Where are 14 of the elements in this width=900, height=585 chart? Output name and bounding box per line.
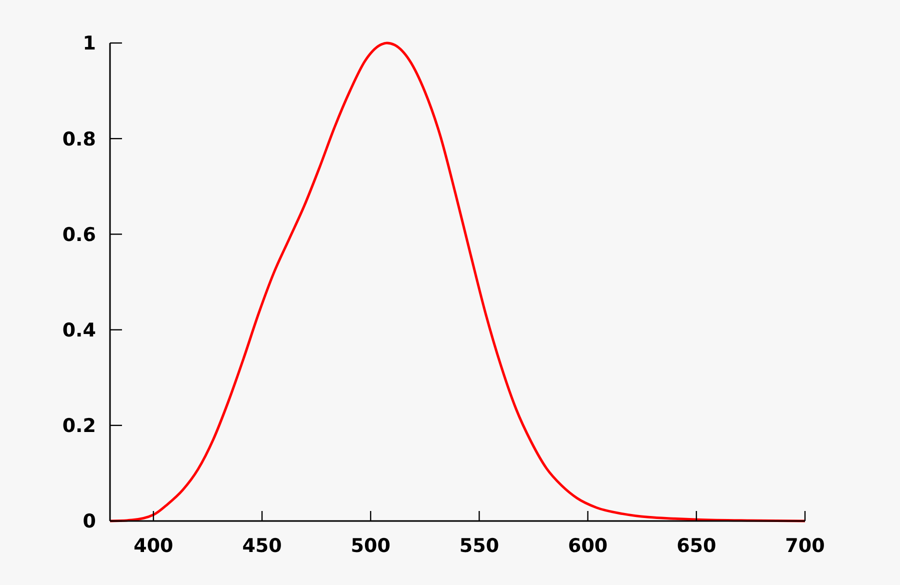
x-tick-label: 700: [785, 535, 825, 557]
y-tick-label: 0.4: [62, 319, 96, 342]
line-series: [108, 42, 806, 522]
x-tick-label: 550: [459, 535, 500, 557]
y-tick-label: 0.6: [62, 224, 96, 246]
x-tick-label: 650: [676, 535, 716, 557]
x-tick-label: 500: [350, 535, 390, 557]
x-tick-label: 450: [242, 535, 282, 557]
x-tick-label: 600: [568, 535, 608, 557]
y-tick-label: 0.2: [62, 415, 96, 438]
y-tick-label: 0: [82, 510, 96, 533]
y-tick-label: 1: [82, 32, 96, 55]
x-tick-label: 400: [134, 535, 174, 557]
y-tick-label: 0.8: [62, 128, 96, 150]
